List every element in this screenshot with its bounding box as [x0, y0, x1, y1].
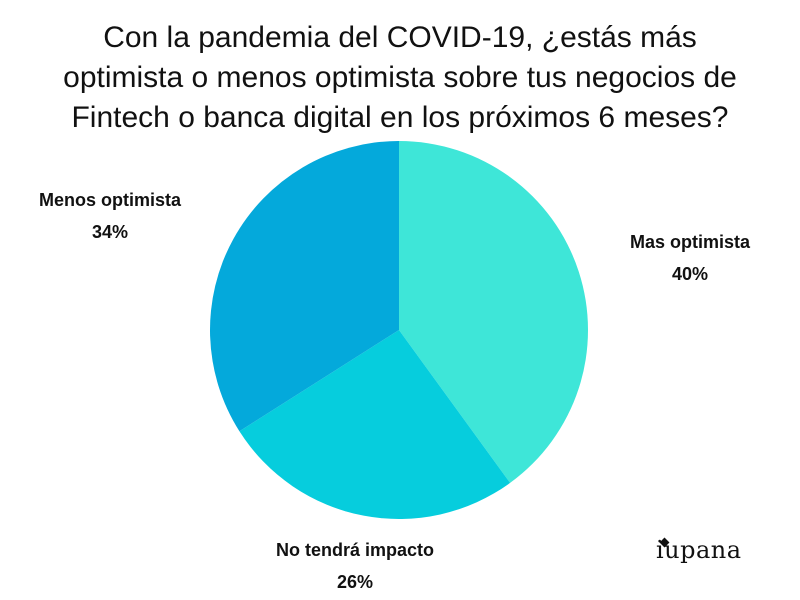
chart-title-line-1: Con la pandemia del COVID-19, ¿estás más: [103, 21, 697, 54]
slice-label-menos-optimista-name: Menos optimista: [38, 190, 181, 210]
slice-label-menos-optimista: Menos optimista 34%: [10, 184, 210, 248]
slice-menos-optimista: [210, 141, 399, 432]
slice-no-tendra-impacto: [239, 330, 511, 519]
slice-mas-optimista: [399, 141, 588, 483]
chart-title-line-2: optimista o menos optimista sobre tus ne…: [63, 61, 737, 94]
slice-label-mas-optimista-value: 40%: [671, 264, 709, 284]
brand-logo: iupana: [656, 536, 742, 564]
slice-label-no-tendra-impacto-value: 26%: [336, 572, 374, 592]
slice-label-mas-optimista: Mas optimista 40%: [600, 226, 780, 290]
slice-label-no-tendra-impacto-name: No tendrá impacto: [275, 540, 435, 560]
slice-label-mas-optimista-name: Mas optimista: [629, 232, 751, 252]
slice-label-menos-optimista-value: 34%: [91, 222, 129, 242]
chart-title: Con la pandemia del COVID-19, ¿estás más…: [40, 18, 760, 138]
chart-title-line-3: Fintech o banca digital en los próximos …: [71, 101, 729, 134]
slice-label-no-tendra-impacto: No tendrá impacto 26%: [230, 534, 480, 598]
